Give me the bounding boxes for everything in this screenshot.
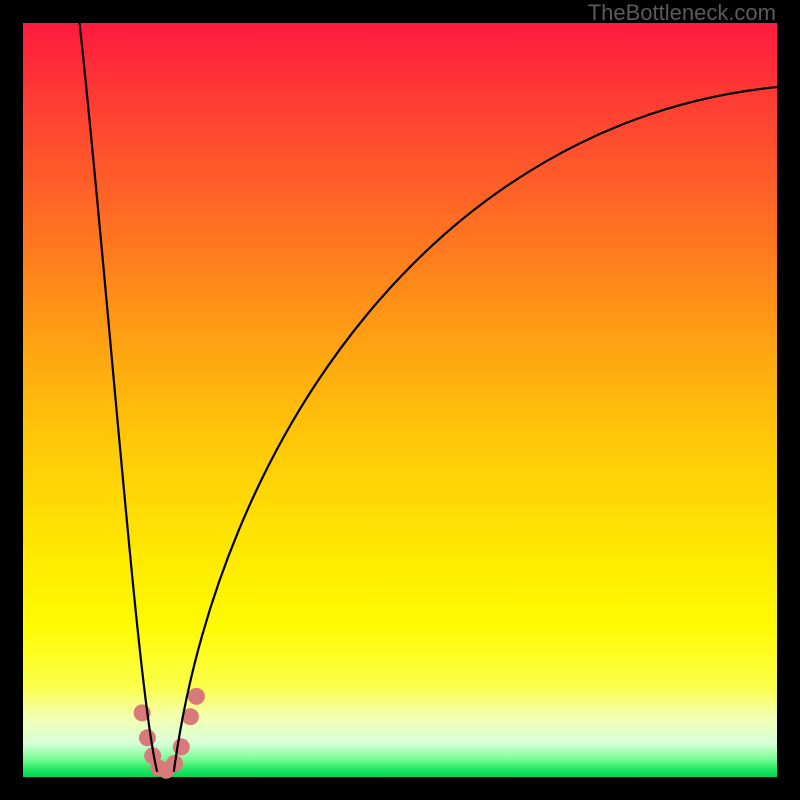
chart-frame: TheBottleneck.com	[0, 0, 800, 800]
chart-svg	[0, 0, 800, 800]
highlight-dot	[188, 688, 205, 705]
highlight-dot	[173, 738, 190, 755]
highlight-dot	[139, 729, 156, 746]
plot-background	[23, 23, 777, 777]
watermark-text: TheBottleneck.com	[588, 0, 776, 26]
